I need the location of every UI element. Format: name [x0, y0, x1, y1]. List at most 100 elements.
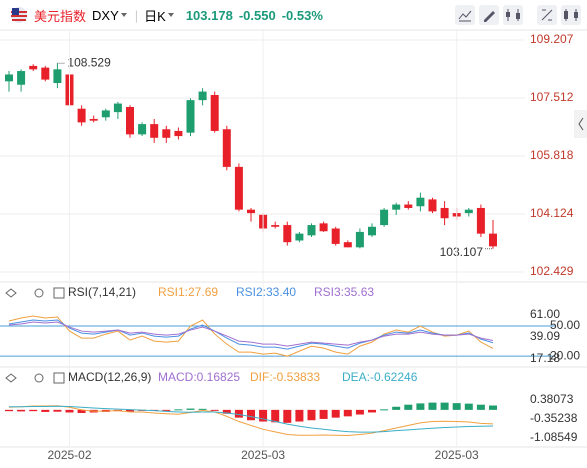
reference-label: 50.00	[550, 318, 580, 332]
candle-body	[77, 108, 86, 123]
y-tick-label: 61.00	[530, 307, 560, 321]
candle-body	[476, 207, 485, 234]
histogram-bar	[174, 409, 183, 411]
candle-body	[247, 209, 255, 214]
legend-label: RSI2:33.40	[236, 285, 296, 299]
change-pct: -0.53%	[281, 7, 323, 23]
toolbar	[455, 5, 581, 25]
candle-body	[416, 197, 425, 207]
histogram-bar	[440, 402, 449, 410]
histogram-bar	[126, 409, 134, 412]
histogram-bar	[29, 409, 38, 412]
histogram-bar	[283, 409, 292, 423]
candle-body	[319, 223, 328, 232]
histogram-bar	[5, 409, 13, 412]
histogram-bar	[271, 409, 280, 423]
candle-body	[53, 69, 62, 84]
candle-body	[29, 65, 38, 70]
y-tick-label: 102.429	[530, 264, 574, 278]
histogram-bar	[41, 409, 50, 412]
candle-body	[392, 204, 401, 210]
candle-body	[186, 100, 195, 133]
tool-button[interactable]	[479, 5, 499, 25]
x-tick-label: 2025-02	[47, 448, 91, 462]
candle-body	[489, 233, 497, 247]
histogram-bar	[368, 409, 376, 413]
legend-label: MACD:0.16825	[158, 370, 240, 384]
candle-body	[174, 130, 183, 137]
y-tick-label: 0.38073	[530, 392, 574, 406]
histogram-bar	[416, 403, 425, 410]
candle-body	[343, 242, 352, 248]
candle-body	[198, 91, 207, 101]
settings-icon	[34, 288, 44, 298]
histogram-bar	[319, 409, 328, 419]
line	[8, 321, 494, 347]
histogram-bar	[464, 403, 473, 410]
line	[9, 405, 494, 433]
side-toggle[interactable]	[574, 110, 587, 138]
tool-button[interactable]	[455, 5, 475, 25]
panel-title: MACD(12,26,9)	[68, 370, 151, 384]
candle-body	[113, 103, 122, 113]
symbol[interactable]: DXY	[92, 7, 119, 23]
panel-title: RSI(7,14,21)	[68, 285, 136, 299]
tool-button[interactable]	[561, 5, 581, 25]
y-tick-label: 109.207	[530, 32, 574, 46]
dropdown-icon[interactable]	[166, 10, 176, 20]
index-name[interactable]: 美元指数	[34, 8, 87, 24]
flag-icon	[11, 7, 27, 23]
candle-body	[5, 74, 13, 82]
legend-label: DEA:-0.62246	[342, 370, 418, 384]
dropdown-icon[interactable]	[119, 10, 129, 20]
candle-body	[295, 233, 304, 241]
line	[8, 405, 494, 437]
candle-body	[271, 225, 280, 227]
histogram-bar	[210, 409, 219, 411]
histogram-bar	[331, 409, 340, 418]
candle-body	[380, 209, 389, 226]
candle-body	[162, 129, 171, 138]
y-tick-label: 17.18	[530, 351, 560, 365]
reference-label: 20.00	[550, 348, 580, 362]
x-tick-label: 2025-03	[435, 448, 479, 462]
histogram-bar	[259, 409, 268, 422]
histogram-bar	[380, 409, 389, 411]
candle-body	[234, 166, 243, 210]
eye-icon	[5, 288, 17, 298]
histogram-bar	[53, 409, 62, 412]
period[interactable]: 日K	[144, 8, 166, 24]
histogram-bar	[295, 409, 304, 422]
line	[8, 315, 494, 357]
candle-body	[331, 228, 340, 244]
candle-body	[89, 118, 98, 121]
eye-icon	[5, 373, 17, 383]
histogram-bar	[452, 403, 461, 410]
histogram-bar	[489, 405, 497, 410]
candle-body	[440, 207, 449, 219]
tool-button[interactable]	[503, 5, 523, 25]
candle-body	[404, 204, 413, 208]
tool-button[interactable]	[537, 5, 557, 25]
histogram-bar	[198, 408, 207, 410]
low-label: 103.107	[440, 245, 484, 259]
expand-icon	[53, 372, 65, 384]
candle-body	[307, 225, 316, 236]
histogram-bar	[234, 409, 243, 418]
histogram-bar	[404, 404, 413, 410]
histogram-bar	[17, 409, 26, 412]
y-tick-label: 105.818	[530, 148, 574, 162]
candle-body	[41, 67, 50, 80]
legend-label: DIF:-0.53833	[250, 370, 320, 384]
y-tick-label: -1.08549	[530, 430, 578, 444]
legend-label: RSI1:27.69	[158, 285, 218, 299]
histogram-bar	[392, 406, 401, 410]
expand-icon	[53, 287, 65, 299]
line	[8, 319, 494, 350]
histogram-bar	[222, 409, 231, 414]
header: 美元指数 DXY | 日K 103.178 -0.550 -0.53%	[0, 0, 587, 30]
histogram-bar	[162, 409, 171, 411]
price: 103.178	[185, 7, 233, 23]
candle-body	[126, 106, 134, 135]
